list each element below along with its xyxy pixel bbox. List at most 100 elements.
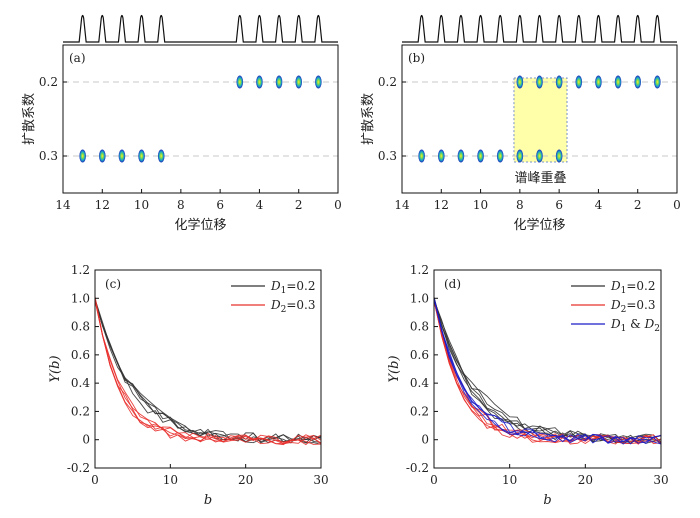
y-tick-label: 0.8 — [410, 320, 429, 334]
series-group — [434, 296, 661, 445]
series-line — [95, 296, 321, 445]
x-axis-label: b — [204, 493, 212, 508]
x-tick-label: 6 — [555, 198, 563, 212]
data-spot — [98, 149, 106, 163]
x-tick-label: 2 — [295, 198, 303, 212]
legend-entry: D1=0.2 — [270, 279, 316, 296]
series-line — [95, 298, 321, 444]
data-spot — [157, 149, 165, 163]
panel-d: 0 10 20 30-0.200.20.40.60.81.01.2(d)bY(b)D1… — [387, 263, 669, 508]
y-tick-label: 0.2 — [378, 75, 397, 89]
y-tick-label: 0.8 — [71, 320, 90, 334]
x-axis-label: 化学位移 — [174, 217, 226, 233]
x-tick-label: 0 — [673, 198, 681, 212]
x-tick-label: 10 — [502, 473, 517, 487]
x-tick-label: 6 — [216, 198, 224, 212]
y-tick-label: 0.6 — [410, 348, 429, 362]
y-tick-label: -0.2 — [406, 461, 429, 475]
y-tick-label: 1.2 — [71, 263, 90, 277]
legend-entry: D1=0.2 — [610, 279, 656, 296]
y-axis-label: Y(b) — [48, 355, 63, 382]
panel-a: 14 12 10 8 6 4 2 0 0.2 0.3 (a) 化学位移 扩散系数 — [22, 14, 342, 233]
y-axis-label: 扩散系数 — [361, 93, 376, 145]
y-tick-label: 1.2 — [410, 263, 429, 277]
series-line — [95, 298, 321, 445]
y-tick-label: 0.2 — [39, 75, 58, 89]
y-tick-label: -0.2 — [67, 461, 90, 475]
data-spot — [555, 75, 563, 89]
y-tick-label: 1.0 — [410, 291, 429, 305]
data-spot — [418, 149, 425, 163]
y-tick-label: 0.3 — [39, 149, 58, 163]
x-tick-label: 20 — [238, 473, 253, 487]
x-tick-label: 2 — [634, 198, 642, 212]
data-spot — [315, 75, 322, 89]
x-tick-label: 0 — [334, 198, 342, 212]
x-tick-label: 0 — [430, 473, 438, 487]
y-tick-label: 1.0 — [71, 291, 90, 305]
data-spot — [275, 75, 283, 89]
data-spot — [516, 75, 524, 89]
data-spot — [654, 75, 661, 89]
x-axis-label: 化学位移 — [513, 217, 565, 233]
x-tick-label: 8 — [177, 198, 185, 212]
y-tick-label: 0.2 — [410, 404, 429, 418]
data-spot — [614, 75, 622, 89]
series-line — [95, 298, 321, 445]
x-axis-label: b — [543, 493, 551, 508]
panel-label: (b) — [408, 51, 425, 65]
y-tick-label: 0.4 — [410, 376, 429, 390]
data-spot — [555, 149, 563, 163]
data-spot — [236, 75, 244, 89]
data-spot — [516, 149, 524, 163]
data-spot — [118, 149, 126, 163]
overlap-region — [513, 77, 568, 163]
plot-frame — [62, 44, 339, 194]
x-tick-label: 4 — [595, 198, 603, 212]
y-tick-label: 0.6 — [71, 348, 90, 362]
series-line — [434, 298, 661, 445]
data-spot — [457, 149, 465, 163]
data-spot — [536, 149, 543, 163]
overlap-annotation: 谱峰重叠 — [514, 170, 566, 186]
x-tick-label: 10 — [134, 198, 149, 212]
x-tick-label: 14 — [55, 198, 71, 212]
series-line — [434, 298, 661, 445]
y-axis-label: Y(b) — [387, 355, 402, 382]
spectrum-trace — [63, 14, 338, 43]
x-tick-label: 10 — [473, 198, 488, 212]
y-tick-label: 0.4 — [71, 376, 90, 390]
x-tick-label: 10 — [163, 473, 178, 487]
series-line — [95, 300, 321, 445]
plot-frame — [401, 44, 678, 194]
y-tick-label: 0 — [82, 433, 90, 447]
series-line — [434, 298, 661, 445]
data-spot — [138, 149, 145, 163]
data-spot — [295, 75, 303, 89]
x-tick-label: 12 — [95, 198, 110, 212]
data-spot — [536, 75, 543, 89]
data-spot — [256, 75, 263, 89]
plot-frame — [433, 269, 662, 469]
data-spot — [634, 75, 642, 89]
x-tick-label: 12 — [434, 198, 449, 212]
x-tick-label: 30 — [653, 473, 668, 487]
series-line — [434, 299, 661, 443]
legend-entry: D2=0.3 — [610, 298, 656, 315]
legend-entry: D2=0.3 — [270, 298, 316, 315]
spectrum-trace — [402, 14, 677, 43]
panel-label: (a) — [69, 51, 86, 65]
data-spot — [575, 75, 583, 89]
series-line — [434, 298, 661, 445]
x-tick-label: 30 — [313, 473, 328, 487]
series-line — [95, 299, 321, 444]
panel-label: (c) — [105, 277, 121, 291]
data-spot — [477, 149, 484, 163]
series-line — [95, 299, 321, 446]
y-tick-label: 0.2 — [71, 404, 90, 418]
series-line — [95, 300, 321, 444]
series-line — [95, 299, 321, 445]
y-tick-label: 0 — [421, 433, 429, 447]
